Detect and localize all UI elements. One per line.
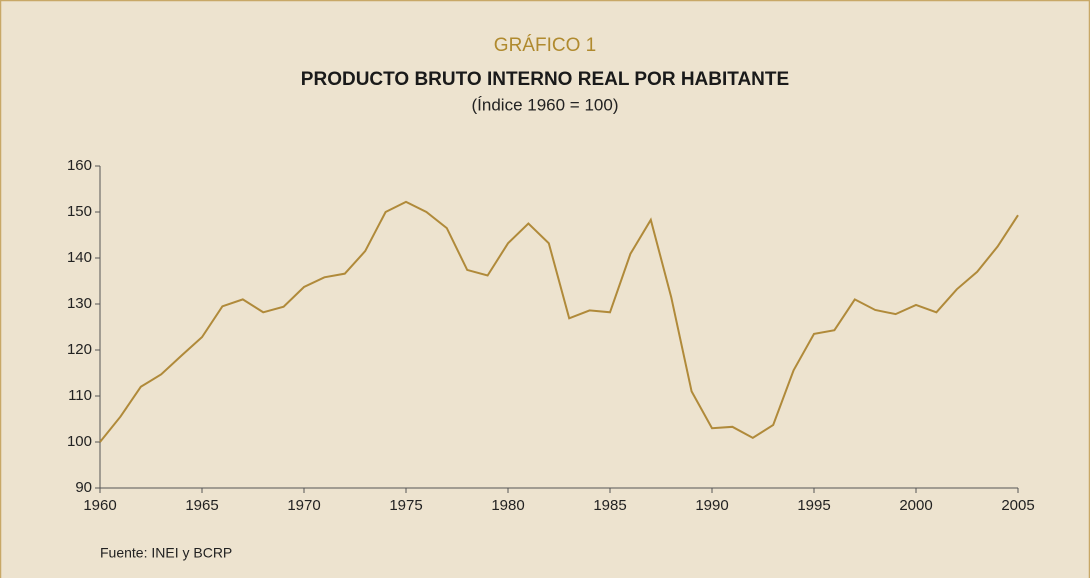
y-tick-label: 160 — [67, 157, 92, 174]
x-tick-label: 1975 — [389, 497, 422, 514]
chart-label: GRÁFICO 1 — [494, 35, 596, 56]
x-tick-label: 1985 — [593, 497, 626, 514]
y-tick-label: 120 — [67, 341, 92, 358]
chart-subtitle: (Índice 1960 = 100) — [472, 95, 619, 114]
x-tick-label: 1980 — [491, 497, 524, 514]
chart-title: PRODUCTO BRUTO INTERNO REAL POR HABITANT… — [301, 69, 789, 90]
source: Fuente: INEI y BCRP — [100, 545, 232, 561]
y-tick-label: 150 — [67, 203, 92, 220]
x-tick-label: 1965 — [185, 497, 218, 514]
x-tick-label: 2000 — [899, 497, 932, 514]
x-tick-label: 1970 — [287, 497, 320, 514]
x-tick-label: 2005 — [1001, 497, 1034, 514]
x-tick-label: 1995 — [797, 497, 830, 514]
x-tick-label: 1990 — [695, 497, 728, 514]
line — [99, 200, 1019, 443]
y-tick-label: 100 — [67, 433, 92, 450]
y-tick-label: 90 — [75, 479, 92, 496]
x-tick-label: 1960 — [83, 497, 116, 514]
y-tick-label: 140 — [67, 249, 92, 266]
y-tick-label: 130 — [67, 295, 92, 312]
y-tick-label: 110 — [68, 387, 92, 404]
